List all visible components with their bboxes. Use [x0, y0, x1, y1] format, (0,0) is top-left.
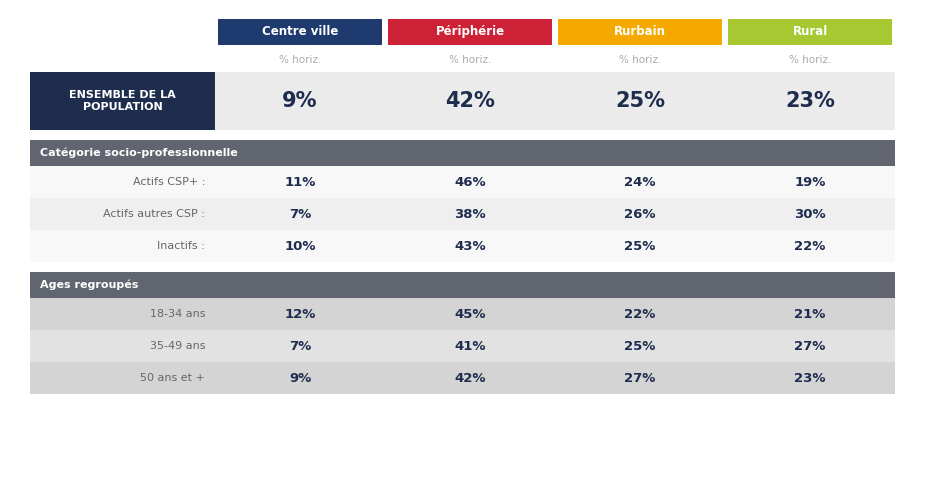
Bar: [218, 19, 382, 45]
Text: 9%: 9%: [289, 371, 311, 384]
Bar: [30, 72, 215, 130]
Text: % horiz.: % horiz.: [278, 55, 321, 65]
Bar: [30, 298, 895, 330]
Bar: [30, 140, 895, 166]
Text: 24%: 24%: [624, 175, 656, 189]
Bar: [388, 19, 552, 45]
Text: 27%: 27%: [624, 371, 656, 384]
Text: 46%: 46%: [454, 175, 486, 189]
Text: 22%: 22%: [795, 240, 826, 253]
Text: % horiz.: % horiz.: [789, 55, 832, 65]
Bar: [30, 230, 895, 262]
Text: Inactifs :: Inactifs :: [157, 241, 205, 251]
Text: Catégorie socio-professionnelle: Catégorie socio-professionnelle: [40, 148, 238, 158]
Bar: [30, 48, 895, 72]
Bar: [30, 330, 895, 362]
Bar: [30, 272, 895, 298]
Text: 35-49 ans: 35-49 ans: [150, 341, 205, 351]
Text: Actifs CSP+ :: Actifs CSP+ :: [132, 177, 205, 187]
Text: Centre ville: Centre ville: [262, 25, 339, 38]
Bar: [30, 16, 895, 48]
Text: % horiz.: % horiz.: [619, 55, 661, 65]
Text: 25%: 25%: [615, 91, 665, 111]
Bar: [30, 362, 895, 394]
Bar: [30, 72, 895, 130]
Text: 19%: 19%: [795, 175, 826, 189]
Text: 26%: 26%: [624, 208, 656, 221]
Text: 25%: 25%: [624, 340, 656, 352]
Text: 42%: 42%: [454, 371, 486, 384]
Text: 23%: 23%: [795, 371, 826, 384]
Text: 10%: 10%: [284, 240, 315, 253]
Bar: [30, 330, 215, 362]
Text: 27%: 27%: [795, 340, 826, 352]
Text: 50 ans et +: 50 ans et +: [140, 373, 205, 383]
Text: 11%: 11%: [284, 175, 315, 189]
Bar: [30, 166, 895, 198]
Text: Rural: Rural: [793, 25, 828, 38]
Text: 21%: 21%: [795, 308, 826, 320]
Text: Rurbain: Rurbain: [614, 25, 666, 38]
Text: Ages regroupés: Ages regroupés: [40, 280, 139, 290]
Text: Actifs autres CSP :: Actifs autres CSP :: [103, 209, 205, 219]
Text: 42%: 42%: [445, 91, 495, 111]
Text: 9%: 9%: [282, 91, 318, 111]
Bar: [728, 19, 892, 45]
Text: 7%: 7%: [289, 340, 311, 352]
Text: 25%: 25%: [624, 240, 656, 253]
Bar: [30, 362, 215, 394]
Text: 45%: 45%: [454, 308, 486, 320]
Text: ENSEMBLE DE LA
POPULATION: ENSEMBLE DE LA POPULATION: [69, 90, 176, 112]
Text: 23%: 23%: [785, 91, 835, 111]
Text: 41%: 41%: [454, 340, 486, 352]
Text: 38%: 38%: [454, 208, 486, 221]
Bar: [30, 298, 215, 330]
Text: 18-34 ans: 18-34 ans: [150, 309, 205, 319]
Text: 43%: 43%: [454, 240, 486, 253]
Text: Périphérie: Périphérie: [436, 25, 504, 38]
Bar: [30, 198, 895, 230]
Bar: [558, 19, 722, 45]
Text: 12%: 12%: [284, 308, 315, 320]
Text: 22%: 22%: [624, 308, 656, 320]
Text: 7%: 7%: [289, 208, 311, 221]
Text: % horiz.: % horiz.: [449, 55, 491, 65]
Text: 30%: 30%: [795, 208, 826, 221]
